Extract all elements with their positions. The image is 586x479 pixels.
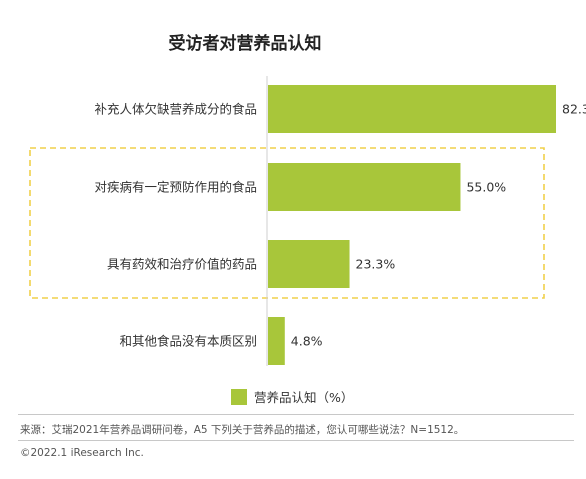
source-note: 来源：艾瑞2021年营养品调研问卷，A5 下列关于营养品的描述，您认可哪些说法？…	[20, 424, 465, 436]
value-label: 82.3%	[562, 102, 586, 117]
copyright-note: ©2022.1 iResearch Inc.	[20, 447, 144, 459]
legend: 营养品认知（%）	[231, 389, 353, 405]
category-label: 补充人体欠缺营养成分的食品	[94, 102, 257, 117]
bars-group: 补充人体欠缺营养成分的食品 82.3% 对疾病有一定预防作用的食品 55.0% 具有药效…	[94, 85, 586, 365]
category-label: 对疾病有一定预防作用的食品	[94, 180, 257, 195]
chart-title: 受访者对营养品认知	[169, 33, 322, 54]
divider-top	[18, 414, 574, 415]
category-label: 具有药效和治疗价值的药品	[107, 257, 257, 272]
bar	[268, 85, 556, 133]
highlight-box	[29, 147, 545, 299]
chart: 受访者对营养品认知 补充人体欠缺营养成分的食品 82.3% 对疾病有一定预防作用的食…	[29, 33, 586, 405]
category-label: 和其他食品没有本质区别	[119, 334, 257, 349]
legend-swatch	[231, 389, 247, 405]
value-label: 23.3%	[356, 257, 396, 272]
value-label: 4.8%	[291, 334, 323, 349]
bar	[268, 317, 285, 365]
value-label: 55.0%	[466, 180, 506, 195]
divider-bottom	[18, 440, 574, 441]
legend-label: 营养品认知（%）	[254, 390, 353, 405]
bar	[268, 240, 350, 288]
bar	[268, 163, 461, 211]
